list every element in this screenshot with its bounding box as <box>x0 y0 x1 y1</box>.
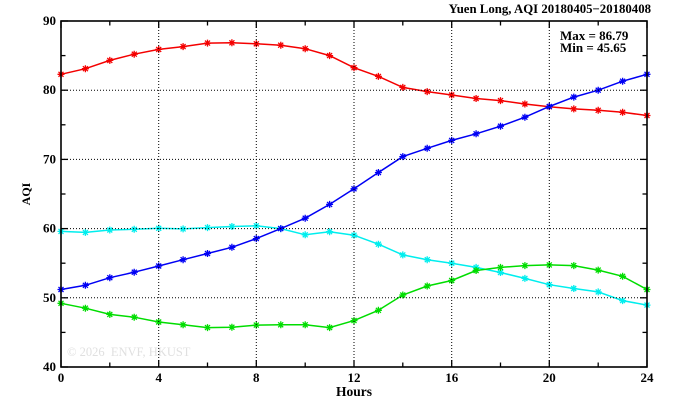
svg-text:4: 4 <box>155 370 162 385</box>
svg-text:70: 70 <box>43 151 56 166</box>
svg-text:60: 60 <box>43 221 56 236</box>
svg-text:Min = 45.65: Min = 45.65 <box>560 40 627 55</box>
svg-text:16: 16 <box>445 370 459 385</box>
svg-text:8: 8 <box>253 370 260 385</box>
svg-text:50: 50 <box>43 290 56 305</box>
svg-text:80: 80 <box>43 82 56 97</box>
svg-text:90: 90 <box>43 13 56 28</box>
svg-text:24: 24 <box>641 370 655 385</box>
svg-text:Hours: Hours <box>336 384 372 399</box>
svg-text:AQI: AQI <box>19 182 33 205</box>
svg-text:12: 12 <box>348 370 361 385</box>
svg-text:Yuen Long, AQI 20180405−201804: Yuen Long, AQI 20180405−20180408 <box>449 2 651 16</box>
svg-text:20: 20 <box>543 370 556 385</box>
svg-text:0: 0 <box>58 370 65 385</box>
svg-text:Max = 86.79: Max = 86.79 <box>560 28 629 43</box>
svg-text:40: 40 <box>43 359 56 374</box>
svg-text:© 2026 ENVF, HKUST: © 2026 ENVF, HKUST <box>67 345 191 359</box>
